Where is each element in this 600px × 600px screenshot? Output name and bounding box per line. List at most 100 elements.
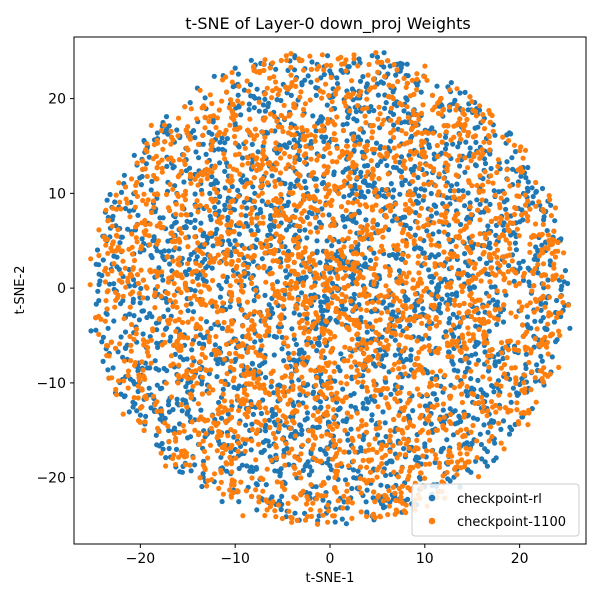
point-checkpoint-1100	[492, 192, 498, 198]
point-checkpoint-rl	[378, 158, 384, 165]
point-checkpoint-1100	[189, 316, 195, 322]
point-checkpoint-rl	[439, 296, 445, 302]
point-checkpoint-1100	[424, 392, 430, 398]
point-checkpoint-rl	[422, 444, 428, 450]
point-checkpoint-1100	[202, 114, 208, 120]
point-checkpoint-rl	[375, 432, 381, 438]
point-checkpoint-rl	[231, 384, 237, 390]
point-checkpoint-1100	[176, 374, 182, 380]
point-checkpoint-rl	[114, 264, 120, 270]
point-checkpoint-rl	[494, 321, 500, 327]
point-checkpoint-1100	[330, 345, 336, 351]
point-checkpoint-1100	[333, 395, 339, 401]
point-checkpoint-1100	[322, 340, 328, 346]
point-checkpoint-1100	[300, 380, 307, 386]
point-checkpoint-1100	[433, 456, 439, 462]
point-checkpoint-1100	[378, 310, 385, 316]
point-checkpoint-rl	[408, 347, 414, 353]
point-checkpoint-rl	[485, 223, 491, 229]
point-checkpoint-rl	[212, 204, 218, 210]
point-checkpoint-rl	[147, 311, 153, 317]
point-checkpoint-1100	[165, 279, 171, 285]
point-checkpoint-rl	[271, 390, 277, 396]
point-checkpoint-1100	[221, 319, 227, 326]
point-checkpoint-1100	[432, 261, 438, 267]
point-checkpoint-rl	[121, 394, 127, 400]
point-checkpoint-1100	[315, 229, 321, 235]
point-checkpoint-rl	[477, 431, 483, 437]
point-checkpoint-1100	[314, 375, 320, 381]
point-checkpoint-rl	[456, 324, 462, 330]
point-checkpoint-1100	[487, 147, 493, 153]
point-checkpoint-1100	[295, 251, 301, 257]
point-checkpoint-rl	[235, 187, 241, 193]
point-checkpoint-1100	[242, 448, 248, 454]
point-checkpoint-1100	[273, 79, 279, 85]
point-checkpoint-rl	[317, 446, 323, 452]
point-checkpoint-1100	[355, 331, 361, 337]
point-checkpoint-1100	[348, 364, 354, 370]
point-checkpoint-1100	[448, 137, 454, 143]
point-checkpoint-rl	[344, 121, 350, 127]
point-checkpoint-1100	[239, 162, 245, 168]
point-checkpoint-1100	[479, 147, 485, 153]
point-checkpoint-1100	[545, 351, 551, 357]
point-checkpoint-rl	[404, 97, 410, 103]
point-checkpoint-rl	[396, 268, 402, 274]
point-checkpoint-1100	[263, 279, 269, 285]
point-checkpoint-1100	[418, 280, 425, 286]
point-checkpoint-rl	[301, 276, 308, 282]
point-checkpoint-rl	[162, 128, 168, 134]
point-checkpoint-rl	[246, 101, 252, 107]
point-checkpoint-1100	[113, 386, 119, 392]
point-checkpoint-rl	[488, 165, 494, 172]
point-checkpoint-1100	[228, 399, 235, 405]
point-checkpoint-1100	[187, 462, 193, 468]
point-checkpoint-rl	[130, 296, 136, 302]
point-checkpoint-rl	[365, 188, 371, 195]
point-checkpoint-rl	[258, 410, 264, 417]
point-checkpoint-rl	[484, 260, 490, 266]
point-checkpoint-1100	[134, 179, 140, 185]
point-checkpoint-rl	[342, 477, 349, 483]
point-checkpoint-rl	[249, 361, 256, 367]
point-checkpoint-1100	[364, 105, 370, 111]
point-checkpoint-rl	[511, 278, 517, 284]
point-checkpoint-1100	[374, 474, 380, 480]
point-checkpoint-rl	[351, 116, 357, 122]
point-checkpoint-1100	[411, 172, 417, 178]
point-checkpoint-1100	[372, 146, 378, 152]
point-checkpoint-1100	[422, 475, 428, 481]
point-checkpoint-rl	[214, 226, 220, 232]
point-checkpoint-1100	[161, 122, 168, 128]
point-checkpoint-1100	[480, 118, 486, 124]
point-checkpoint-1100	[434, 382, 440, 388]
point-checkpoint-1100	[272, 218, 278, 224]
point-checkpoint-1100	[318, 354, 325, 360]
point-checkpoint-1100	[235, 193, 241, 200]
point-checkpoint-1100	[373, 337, 379, 343]
point-checkpoint-1100	[195, 141, 202, 147]
point-checkpoint-rl	[244, 463, 250, 469]
point-checkpoint-rl	[318, 308, 324, 314]
point-checkpoint-1100	[297, 325, 303, 331]
point-checkpoint-1100	[424, 407, 431, 413]
point-checkpoint-rl	[251, 105, 257, 111]
point-checkpoint-1100	[273, 455, 279, 461]
point-checkpoint-1100	[414, 76, 420, 82]
point-checkpoint-rl	[156, 367, 162, 373]
point-checkpoint-rl	[534, 362, 540, 368]
point-checkpoint-1100	[197, 248, 203, 254]
point-checkpoint-rl	[492, 302, 498, 308]
point-checkpoint-1100	[257, 385, 263, 391]
point-checkpoint-rl	[436, 252, 442, 258]
point-checkpoint-rl	[200, 458, 207, 464]
point-checkpoint-1100	[340, 237, 346, 243]
point-checkpoint-rl	[333, 506, 339, 512]
point-checkpoint-rl	[160, 446, 166, 452]
point-checkpoint-1100	[377, 111, 383, 117]
point-checkpoint-1100	[205, 455, 211, 461]
point-checkpoint-1100	[375, 69, 381, 75]
point-checkpoint-rl	[320, 497, 326, 503]
point-checkpoint-1100	[305, 391, 311, 397]
